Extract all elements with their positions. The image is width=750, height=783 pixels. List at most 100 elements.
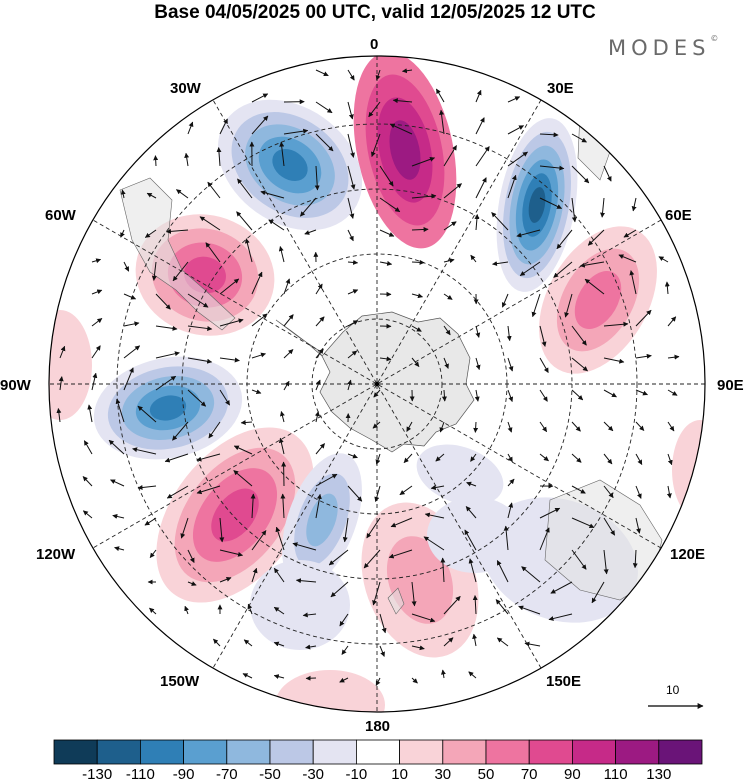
wind-arrow	[472, 633, 478, 647]
wind-arrow	[373, 389, 381, 398]
colorbar-swatch	[96, 739, 141, 765]
wind-arrow	[571, 517, 595, 529]
wind-arrow	[114, 546, 125, 552]
wind-arrow	[495, 599, 509, 615]
colorbar-tick-label: -110	[125, 766, 155, 783]
wind-arrow	[587, 229, 605, 246]
wind-arrow	[475, 325, 481, 338]
wind-arrow	[315, 493, 322, 519]
wind-arrow	[603, 485, 614, 499]
wind-arrow	[411, 325, 422, 332]
wind-arrow	[635, 353, 652, 359]
wind-arrow	[664, 281, 670, 295]
wind-arrow	[315, 473, 338, 487]
colorbar-tick-label: -30	[302, 766, 325, 783]
wind-arrow	[305, 644, 317, 650]
wind-arrow	[507, 389, 514, 402]
wind-arrow	[314, 165, 320, 191]
wind-arrow	[91, 345, 101, 359]
wind-arrow	[411, 581, 417, 607]
wind-arrow	[623, 229, 637, 238]
wind-arrow	[603, 389, 617, 398]
wind-arrow	[275, 526, 285, 551]
wind-arrow	[521, 566, 541, 583]
wind-arrow	[548, 613, 573, 621]
brand-mark: ©	[710, 34, 719, 43]
wind-arrow	[368, 101, 381, 118]
anomaly-contour-band	[389, 120, 421, 180]
wind-arrow	[411, 259, 425, 265]
wind-arrow	[539, 197, 563, 209]
wind-arrow	[443, 637, 454, 647]
wind-arrow	[132, 447, 157, 455]
wind-arrow	[411, 613, 436, 623]
wind-arrow	[347, 259, 359, 265]
wind-arrow	[390, 517, 413, 528]
wind-arrow	[115, 398, 125, 423]
wind-arrow	[465, 506, 477, 519]
wind-arrow	[347, 133, 355, 158]
lon-label-60e: 60E	[665, 207, 692, 224]
wind-arrow	[292, 542, 317, 551]
colorbar-tick-label: -70	[215, 766, 238, 783]
wind-arrow	[213, 638, 221, 647]
wind-arrow	[474, 389, 480, 402]
wind-arrow	[603, 165, 612, 182]
wind-arrow	[155, 375, 177, 391]
wind-arrow	[172, 421, 189, 441]
wind-arrow	[342, 517, 349, 543]
wind-arrow	[501, 293, 509, 308]
wind-arrow	[187, 293, 209, 308]
wind-arrow	[632, 549, 638, 569]
wind-arrow	[375, 453, 381, 465]
wind-arrow	[579, 261, 605, 268]
wind-arrow	[466, 481, 477, 487]
wind-arrow	[379, 165, 394, 187]
wind-arrow	[411, 293, 423, 299]
colorbar-tick-label: 110	[603, 766, 628, 783]
wind-arrow	[153, 155, 159, 167]
wind-arrow	[196, 485, 221, 495]
wind-arrow	[166, 485, 189, 499]
wind-arrow	[123, 367, 134, 391]
wind-arrow	[283, 278, 291, 295]
wind-arrow	[283, 380, 290, 391]
anomaly-contour-band	[49, 310, 92, 420]
anomaly-contour-band	[272, 148, 308, 182]
wind-arrow	[507, 478, 515, 487]
lon-label-30e: 30E	[547, 80, 574, 97]
land-masses	[119, 111, 663, 615]
wind-arrow	[475, 357, 481, 371]
wind-arrow	[629, 270, 637, 295]
wind-arrow	[155, 325, 178, 331]
wind-arrow	[339, 677, 349, 683]
wind-arrow	[279, 141, 285, 167]
meridian-line	[212, 99, 542, 669]
wind-arrow	[363, 549, 381, 569]
wind-arrow	[375, 677, 381, 686]
wind-arrow	[474, 214, 480, 231]
wind-arrow	[236, 211, 253, 231]
wind-arrow	[110, 479, 125, 487]
wind-arrow	[435, 88, 445, 103]
wind-arrow	[58, 376, 64, 391]
colorbar-tick-label: 130	[646, 766, 672, 783]
wind-arrow	[470, 254, 477, 263]
wind-arrow	[389, 123, 413, 135]
wind-arrow	[468, 558, 477, 583]
wind-arrow	[519, 261, 541, 277]
anomaly-contour-band	[149, 395, 187, 421]
wind-arrow	[603, 357, 625, 364]
colorbar-swatch	[399, 739, 444, 765]
wind-arrow	[233, 470, 253, 487]
wind-arrow	[374, 485, 381, 502]
colorbar-swatch	[658, 739, 703, 765]
wind-arrow	[219, 318, 244, 327]
wind-arrow	[302, 612, 317, 618]
wind-arrow	[123, 345, 141, 359]
wind-arrow	[591, 581, 605, 604]
wind-arrow	[146, 192, 157, 199]
wind-arrow	[219, 389, 231, 406]
wind-arrow	[443, 293, 453, 300]
brand-text: MODES	[608, 36, 711, 60]
